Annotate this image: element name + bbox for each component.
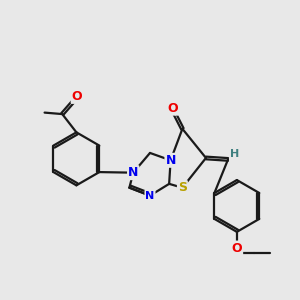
Text: N: N <box>165 154 176 167</box>
Text: S: S <box>178 181 187 194</box>
Text: H: H <box>230 149 239 159</box>
Text: O: O <box>167 102 178 115</box>
Text: O: O <box>232 242 242 254</box>
Text: O: O <box>72 90 82 103</box>
Text: N: N <box>128 166 138 179</box>
Text: N: N <box>146 190 154 201</box>
